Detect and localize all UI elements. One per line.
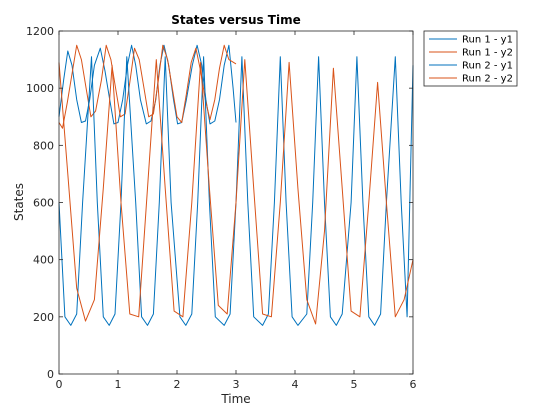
- chart-title: States versus Time: [171, 13, 301, 27]
- y-tick-label: 600: [33, 197, 54, 210]
- legend-box: [423, 30, 518, 87]
- legend-label-3: Run 2 - y1: [462, 61, 513, 72]
- x-tick-label: 5: [351, 378, 358, 391]
- x-tick-label: 1: [115, 378, 122, 391]
- y-tick-label: 400: [33, 254, 54, 267]
- x-tick-label: 0: [56, 378, 63, 391]
- legend-label-4: Run 2 - y2: [462, 74, 513, 85]
- y-tick-label: 800: [33, 139, 54, 152]
- x-tick-label: 3: [233, 378, 240, 391]
- y-tick-label: 1200: [26, 25, 54, 38]
- x-tick-label: 2: [174, 378, 181, 391]
- series-line-2: [58, 44, 237, 129]
- y-tick-label: 1000: [26, 82, 54, 95]
- series-layer: [58, 44, 414, 326]
- legend: Run 1 - y1 Run 1 - y2 Run 2 - y1 Run 2 - y2: [423, 30, 518, 87]
- legend-label-2: Run 1 - y2: [462, 48, 513, 59]
- legend-label-1: Run 1 - y1: [462, 35, 513, 46]
- x-tick-label: 6: [410, 378, 417, 391]
- x-axis-label: Time: [220, 392, 250, 406]
- series-line-4: [58, 59, 414, 325]
- y-tick-label: 0: [47, 368, 54, 381]
- y-axis-label: States: [12, 183, 26, 221]
- axis-layer: 0 1 2 3 4 5 6 0 200 400 600 800 1000 1200: [26, 25, 417, 391]
- x-tick-label: 4: [292, 378, 299, 391]
- y-tick-label: 200: [33, 311, 54, 324]
